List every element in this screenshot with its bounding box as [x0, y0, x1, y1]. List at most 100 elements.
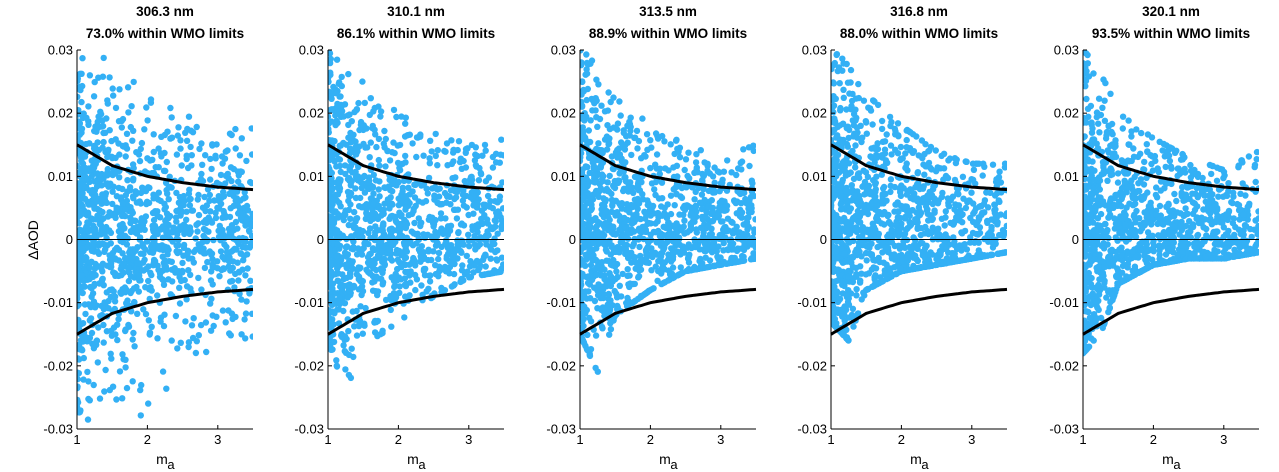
scatter-point	[202, 152, 209, 159]
scatter-point	[77, 70, 84, 78]
scatter-point	[108, 327, 115, 334]
scatter-point	[471, 241, 479, 248]
scatter-point	[631, 298, 638, 305]
scatter-point	[474, 200, 481, 207]
y-tick-label: 0	[317, 232, 324, 247]
scatter-point	[119, 200, 127, 207]
scatter-point	[387, 194, 394, 201]
scatter-point	[149, 249, 157, 256]
scatter-point	[78, 125, 86, 132]
scatter-point	[113, 396, 120, 403]
scatter-point	[127, 273, 135, 280]
scatter-point	[406, 261, 413, 268]
scatter-point	[232, 145, 239, 152]
scatter-point	[868, 200, 875, 207]
scatter-point	[328, 316, 332, 323]
scatter-point	[748, 205, 755, 212]
scatter-point	[479, 256, 487, 263]
scatter-point	[684, 229, 691, 236]
scatter-point	[715, 255, 722, 263]
scatter-point	[602, 246, 610, 254]
scatter-point	[711, 189, 718, 196]
scatter-point	[332, 90, 339, 97]
scatter-point	[330, 83, 337, 91]
scatter-point	[238, 135, 245, 142]
scatter-point	[328, 50, 334, 57]
scatter-point	[189, 255, 196, 262]
scatter-point	[195, 211, 203, 219]
scatter-point	[402, 152, 409, 160]
scatter-point	[432, 262, 439, 269]
scatter-point	[372, 288, 379, 295]
scatter-point	[404, 269, 411, 276]
scatter-point	[887, 176, 895, 183]
scatter-point	[100, 321, 107, 329]
scatter-point	[944, 174, 951, 181]
scatter-point	[402, 193, 410, 200]
scatter-point	[386, 200, 393, 207]
scatter-point	[360, 174, 367, 181]
scatter-point	[413, 153, 420, 161]
scatter-point	[580, 50, 584, 54]
scatter-point	[700, 172, 708, 179]
scatter-point	[989, 161, 997, 168]
scatter-point	[388, 225, 395, 232]
scatter-point	[77, 131, 83, 138]
scatter-point	[840, 94, 847, 102]
scatter-point	[192, 235, 199, 242]
scatter-point	[397, 198, 404, 206]
scatter-point	[359, 330, 366, 337]
scatter-point	[107, 350, 114, 357]
scatter-point	[435, 193, 443, 200]
scatter-point	[863, 130, 870, 137]
scatter-point	[109, 249, 117, 257]
scatter-point	[585, 127, 592, 134]
scatter-point	[427, 137, 434, 144]
x-tick-label: 2	[144, 432, 151, 447]
scatter-point	[372, 177, 380, 184]
scatter-point	[77, 399, 82, 406]
scatter-point	[90, 222, 97, 229]
scatter-point	[618, 200, 626, 207]
x-axis-label: m	[156, 451, 168, 467]
scatter-point	[834, 67, 841, 75]
wmo-limit-lower	[76, 287, 254, 336]
scatter-point	[484, 220, 491, 227]
scatter-point	[896, 245, 904, 252]
scatter-point	[682, 156, 690, 163]
scatter-point	[179, 269, 186, 276]
scatter-point	[986, 230, 993, 237]
scatter-point	[846, 208, 853, 215]
scatter-point	[356, 321, 363, 328]
scatter-point	[439, 200, 446, 208]
scatter-point	[843, 225, 850, 233]
scatter-point	[669, 264, 677, 271]
scatter-point	[476, 164, 483, 172]
scatter-point	[491, 240, 498, 248]
scatter-point	[735, 165, 742, 172]
scatter-point	[247, 277, 253, 284]
scatter-point	[164, 190, 171, 197]
scatter-point	[82, 140, 90, 148]
scatter-point	[581, 203, 588, 210]
scatter-point	[215, 197, 222, 204]
scatter-point	[624, 250, 631, 257]
scatter-point	[595, 239, 602, 246]
scatter-point	[614, 154, 621, 161]
scatter-point	[969, 160, 977, 167]
scatter-point	[207, 155, 214, 163]
scatter-point	[580, 91, 585, 98]
scatter-point	[500, 261, 504, 268]
scatter-point	[639, 115, 646, 122]
scatter-point	[84, 337, 91, 344]
scatter-point	[605, 89, 612, 96]
scatter-point	[115, 316, 122, 323]
scatter-point	[116, 86, 123, 93]
scatter-point	[598, 210, 605, 218]
scatter-point	[345, 70, 352, 78]
scatter-point	[242, 244, 250, 251]
scatter-point	[481, 141, 489, 149]
scatter-point	[208, 165, 215, 173]
scatter-point	[691, 196, 698, 203]
scatter-point	[328, 55, 334, 63]
